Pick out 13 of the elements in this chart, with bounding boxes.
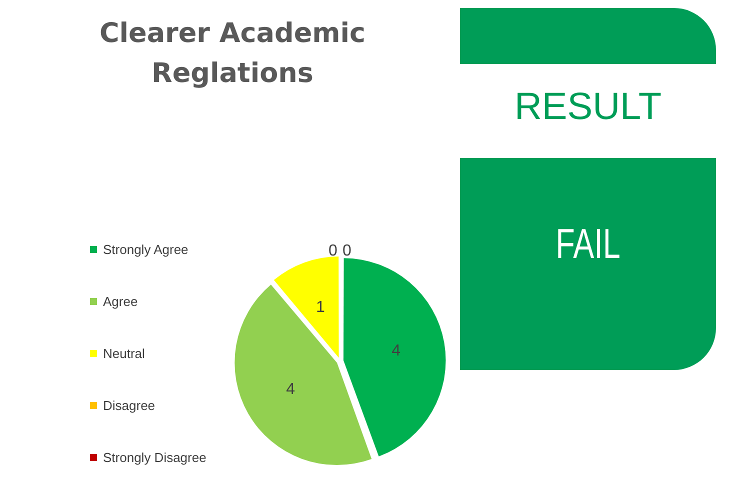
text: 0 <box>328 242 338 260</box>
text: 0 <box>342 242 352 260</box>
result-panel: FAIL <box>460 158 716 370</box>
text: RESULT <box>513 86 663 129</box>
chart-title: Clearer Academic Reglations <box>98 17 367 91</box>
data-label: 4 <box>392 342 401 360</box>
legend-label: Disagree <box>103 398 156 413</box>
legend-label: Neutral <box>103 346 145 361</box>
legend-label: Agree <box>103 294 138 309</box>
legend-label: Strongly Agree <box>103 242 188 257</box>
legend-label: Strongly Disagree <box>103 450 206 465</box>
data-label: 4 <box>286 380 296 398</box>
data-label: 1 <box>316 298 326 316</box>
